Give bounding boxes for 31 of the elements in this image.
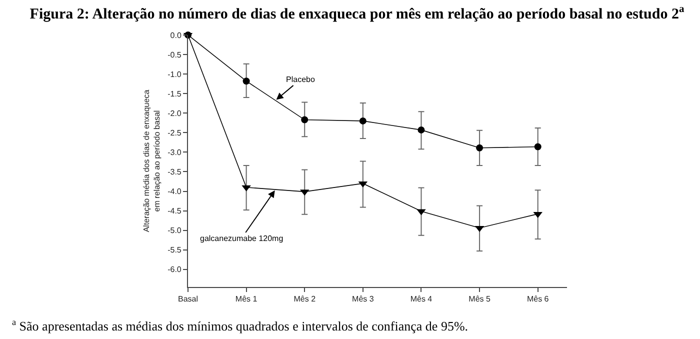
text: $^{a}$ São apresentadas as médias dos mínimos quadrados e intervalos de confiança de 95%. [12, 317, 468, 334]
y-tick-label: -5.0 [168, 226, 182, 236]
point [242, 78, 250, 85]
x-tick-label: Mês 6 [526, 294, 550, 304]
point [418, 126, 425, 134]
point [476, 144, 484, 152]
y-tick-label: -4.0 [168, 187, 182, 196]
y-tick-label: -3.5 [168, 168, 182, 177]
y-tick-label: -3.0 [168, 148, 182, 158]
x-tick-label: Basal [178, 294, 198, 304]
x-tick-label: Mês 3 [352, 294, 374, 304]
y-tick-label: -2.5 [168, 128, 182, 138]
x-tick-label: Mês 2 [294, 294, 316, 304]
y-tick-label: 0.0 [170, 30, 182, 40]
point [534, 143, 542, 150]
x-tick-label: Mês 1 [235, 294, 258, 304]
y-tick-label: -1.5 [168, 89, 182, 98]
y-tick-label: -0.5 [168, 50, 182, 60]
text: galcanezumabe 120mg [200, 234, 284, 243]
x-tick-label: Mês 4 [410, 294, 433, 304]
y-tick-label: -6.0 [168, 265, 182, 274]
y-tick-label: -1.0 [168, 70, 182, 79]
point [359, 117, 366, 124]
x-tick-label: Mês 5 [468, 294, 491, 304]
point [301, 116, 308, 124]
y-tick-label: -5.5 [168, 246, 182, 255]
y-tick-label: -2.0 [168, 108, 182, 118]
chart-title: Figura 2: Alteração no número de dias de enxaqueca por mês em relação ao período basal no estudo 2$^{a}$ [30, 4, 685, 22]
y-tick-label: -4.5 [168, 206, 182, 216]
text: Placebo [286, 75, 316, 84]
y-axis-title: Alteração média dos dias de enxaqueca em relação ao período basal [142, 89, 162, 232]
